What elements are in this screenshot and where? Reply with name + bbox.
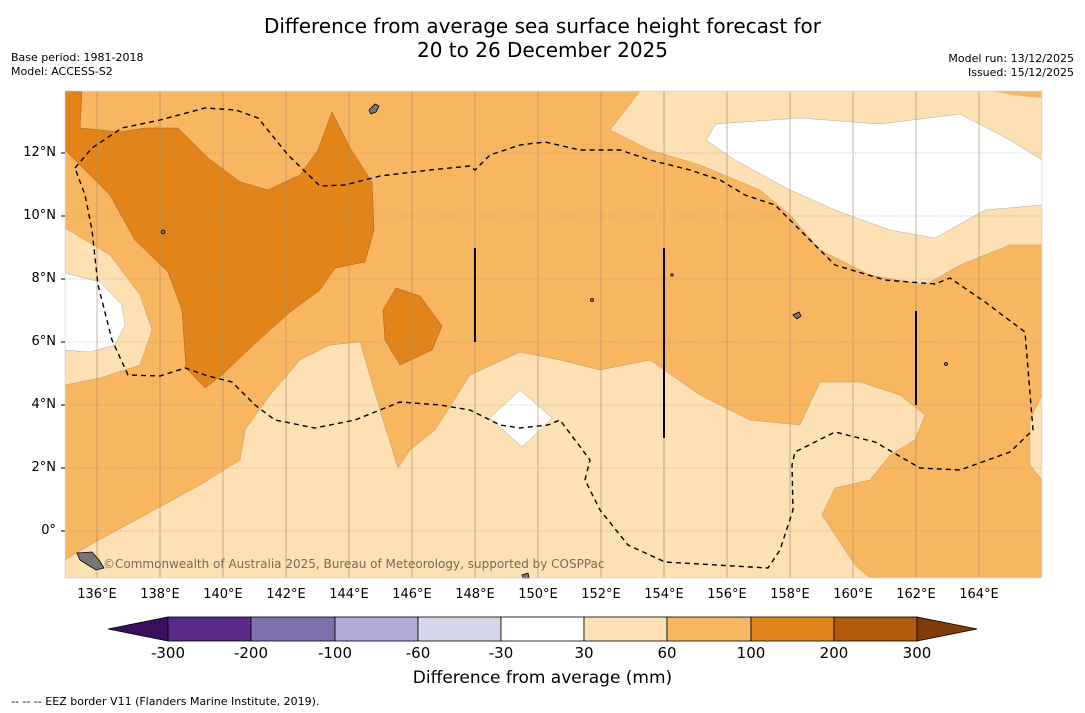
y-tick-6n: 6°N (31, 334, 57, 349)
x-tick-148e: 148°E (455, 587, 495, 602)
colorbar-label-30: 30 (574, 644, 594, 662)
colorbar-seg-7 (666, 616, 752, 642)
colorbar-seg-5 (500, 616, 585, 642)
colorbar-seg-2 (250, 616, 336, 642)
colorbar-seg-3 (334, 616, 419, 642)
x-tick-158e: 158°E (770, 587, 810, 602)
colorbar-label-m30: -30 (488, 644, 514, 662)
title-line-2: 20 to 26 December 2025 (416, 38, 668, 62)
x-tick-146e: 146°E (392, 587, 432, 602)
y-tick-12n: 12°N (23, 145, 56, 160)
colorbar-under (107, 616, 169, 642)
issued-date: Issued: 15/12/2025 (967, 66, 1074, 79)
y-tick-10n: 10°N (23, 208, 56, 223)
colorbar-seg-6 (583, 616, 668, 642)
tick-marks (61, 152, 65, 532)
island-north (368, 103, 380, 115)
islands (76, 103, 948, 579)
anomaly-100-200-central (382, 287, 443, 366)
gridlines (65, 152, 1042, 532)
x-tick-162e: 162°E (896, 587, 936, 602)
x-tick-152e: 152°E (581, 587, 621, 602)
colorbar-label-100: 100 (736, 644, 766, 662)
trench-lines (474, 248, 917, 438)
colorbar-over (916, 616, 978, 642)
island-dot-4 (670, 273, 674, 277)
anomaly-30-60-south (65, 341, 926, 578)
anomaly-60-100-corner (990, 91, 1042, 98)
colorbar (107, 616, 978, 642)
map-area (65, 91, 1042, 578)
colorbar-label-m300: -300 (150, 644, 186, 662)
anomaly-30-60-east (1029, 394, 1042, 481)
x-tick-144e: 144°E (329, 587, 369, 602)
eez-border (74, 107, 1034, 569)
model-run: Model run: 13/12/2025 (948, 52, 1074, 65)
colorbar-label-m60: -60 (405, 644, 431, 662)
x-tick-140e: 140°E (203, 587, 243, 602)
island-dot-3 (944, 362, 948, 366)
island-dot-2 (590, 298, 594, 302)
run-info: Model run: 13/12/2025 Issued: 15/12/2025 (948, 52, 1074, 80)
neutral-center (489, 389, 553, 448)
island-dot-1 (160, 229, 166, 235)
title-line-1: Difference from average sea surface heig… (263, 14, 822, 38)
island-east (792, 311, 802, 320)
eez-footnote: -- -- -- EEZ border V11 (Flanders Marine… (11, 695, 320, 708)
x-tick-156e: 156°E (707, 587, 747, 602)
colorbar-label-300: 300 (902, 644, 932, 662)
colorbar-title: Difference from average (mm) (412, 668, 673, 688)
x-tick-136e: 136°E (77, 587, 117, 602)
colorbar-seg-8 (750, 616, 835, 642)
colorbar-label-60: 60 (657, 644, 677, 662)
model-info: Base period: 1981-2018 Model: ACCESS-S2 (11, 51, 143, 79)
colorbar-label-m200: -200 (233, 644, 269, 662)
base-period: Base period: 1981-2018 (11, 51, 144, 64)
colorbar-seg-4 (417, 616, 502, 642)
x-tick-150e: 150°E (518, 587, 558, 602)
colorbar-label-200: 200 (819, 644, 849, 662)
x-tick-154e: 154°E (644, 587, 684, 602)
x-tick-160e: 160°E (833, 587, 873, 602)
island-southwest (76, 551, 105, 571)
y-tick-2n: 2°N (31, 460, 57, 475)
copyright-credit: ©Commonwealth of Australia 2025, Bureau … (103, 557, 605, 571)
x-tick-138e: 138°E (140, 587, 180, 602)
map-title: Difference from average sea surface heig… (0, 14, 1085, 62)
colorbar-label-m100: -100 (317, 644, 353, 662)
x-tick-142e: 142°E (266, 587, 306, 602)
anomaly-100-200-west (65, 91, 375, 389)
x-tick-164e: 164°E (959, 587, 999, 602)
colorbar-seg-1 (167, 616, 252, 642)
map-frame (64, 90, 1043, 579)
colorbar-seg-9 (833, 616, 918, 642)
y-tick-0: 0° (41, 523, 56, 538)
model-name: Model: ACCESS-S2 (11, 65, 113, 78)
y-tick-4n: 4°N (31, 397, 57, 412)
y-tick-8n: 8°N (31, 271, 57, 286)
